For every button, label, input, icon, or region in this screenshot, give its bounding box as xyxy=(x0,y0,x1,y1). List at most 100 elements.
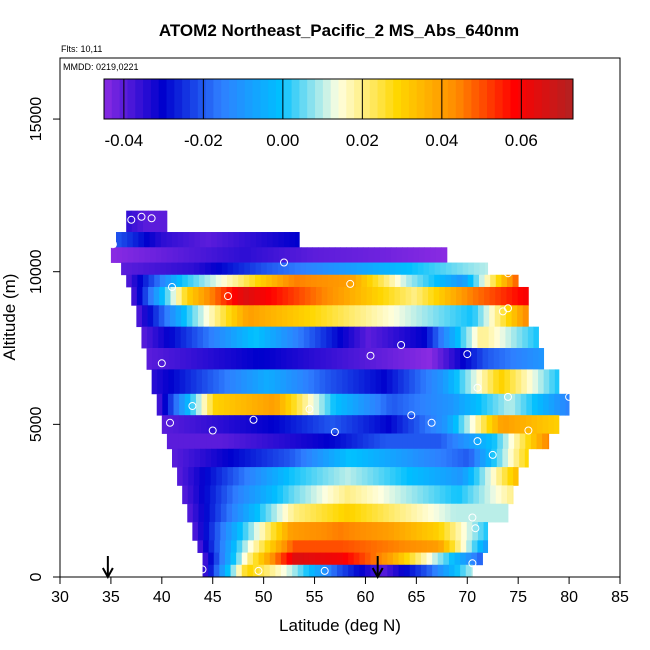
heatmap-cell xyxy=(185,369,192,395)
heatmap-cell xyxy=(409,348,416,370)
heatmap-cell xyxy=(179,393,186,416)
colorbar-cell xyxy=(518,79,527,119)
colorbar-frame xyxy=(103,78,574,120)
heatmap-cell xyxy=(227,262,234,276)
heatmap-cell xyxy=(444,305,451,328)
heatmap-cell xyxy=(358,369,365,395)
heatmap-cell xyxy=(207,393,214,416)
heatmap-cell xyxy=(387,348,394,370)
heatmap-cell xyxy=(412,262,419,276)
heatmap-cell xyxy=(192,522,199,541)
heatmap-cell xyxy=(275,540,282,553)
heatmap-cell xyxy=(406,262,413,276)
x-axis-title: Latitude (deg N) xyxy=(279,616,401,635)
heatmap-cell xyxy=(237,286,244,306)
heatmap-cell xyxy=(331,326,338,349)
heatmap-cell xyxy=(490,467,497,486)
heatmap-cell xyxy=(359,552,366,566)
colorbar-cell xyxy=(549,79,558,119)
heatmap-cell xyxy=(283,467,290,486)
heatmap-cell xyxy=(409,369,416,395)
heatmap-cell xyxy=(178,247,185,263)
heatmap-cell xyxy=(410,326,417,349)
heatmap-cell xyxy=(254,274,261,288)
heatmap-cell xyxy=(482,348,489,370)
heatmap-cell xyxy=(110,247,117,263)
heatmap-cell xyxy=(478,485,485,505)
heatmap-cell xyxy=(154,210,161,233)
heatmap-cell xyxy=(372,274,379,288)
heatmap-cell xyxy=(542,433,549,450)
heatmap-cell xyxy=(455,305,462,328)
heatmap-cell xyxy=(204,274,211,288)
heatmap-cell xyxy=(449,522,456,541)
heatmap-cell xyxy=(379,448,386,468)
heatmap-cell xyxy=(160,262,167,276)
heatmap-cell xyxy=(454,348,461,370)
heatmap-cell xyxy=(330,393,337,416)
heatmap-cell xyxy=(293,522,300,541)
heatmap-cell xyxy=(318,415,325,434)
heatmap-cell xyxy=(149,232,156,248)
heatmap-cell xyxy=(166,433,173,450)
heatmap-cell xyxy=(524,448,529,468)
heatmap-cell xyxy=(315,305,322,328)
heatmap-cell xyxy=(390,247,397,263)
heatmap-cell xyxy=(315,522,322,541)
sample-point xyxy=(471,524,480,533)
heatmap-cell xyxy=(405,286,412,306)
heatmap-cell xyxy=(440,448,447,468)
heatmap-cell xyxy=(461,503,468,523)
heatmap-cell xyxy=(511,305,518,328)
heatmap-cell xyxy=(424,448,430,468)
heatmap-cell xyxy=(309,540,316,553)
heatmap-cell xyxy=(382,305,389,328)
heatmap-cell xyxy=(432,552,439,566)
heatmap-cell xyxy=(202,348,209,370)
heatmap-cell xyxy=(312,247,319,263)
heatmap-cell xyxy=(377,522,384,541)
heatmap-cell xyxy=(245,415,252,434)
heatmap-cell xyxy=(485,262,489,276)
heatmap-cell xyxy=(389,274,396,288)
heatmap-cell xyxy=(248,286,255,306)
heatmap-cell xyxy=(333,485,340,505)
heatmap-cell xyxy=(447,415,454,434)
heatmap-cell xyxy=(346,247,353,263)
heatmap-cell xyxy=(450,274,457,288)
colorbar-cell xyxy=(174,79,183,119)
heatmap-cell xyxy=(478,503,485,523)
heatmap-cell xyxy=(476,369,483,395)
heatmap-cell xyxy=(332,522,339,541)
heatmap-cell xyxy=(211,433,218,450)
heatmap-cell xyxy=(256,448,262,468)
heatmap-cell xyxy=(311,467,318,486)
heatmap-cell xyxy=(503,393,510,416)
heatmap-cell xyxy=(254,286,261,306)
heatmap-cell xyxy=(247,564,254,578)
heatmap-cell xyxy=(462,485,469,505)
heatmap-cell xyxy=(148,286,155,306)
heatmap-cell xyxy=(249,467,256,486)
x-tick-label: 65 xyxy=(407,589,425,606)
heatmap-cell xyxy=(121,262,128,276)
heatmap-cell xyxy=(467,503,474,523)
heatmap-cell xyxy=(371,522,378,541)
heatmap-cell xyxy=(247,552,254,566)
heatmap-cell xyxy=(276,522,283,541)
heatmap-cell xyxy=(521,348,528,370)
heatmap-cell xyxy=(449,326,456,349)
heatmap-cell xyxy=(516,348,523,370)
heatmap-cell xyxy=(280,552,287,566)
heatmap-cell xyxy=(264,564,271,578)
heatmap-cell xyxy=(365,540,372,553)
heatmap-cell xyxy=(292,564,299,578)
colorbar-cell xyxy=(557,79,566,119)
heatmap-cell xyxy=(241,348,248,370)
heatmap-cell xyxy=(441,415,448,434)
heatmap-cell xyxy=(397,415,404,434)
heatmap-cell xyxy=(287,540,294,553)
heatmap-cell xyxy=(271,286,278,306)
colorbar-cell xyxy=(385,79,394,119)
heatmap-cell xyxy=(439,485,446,505)
